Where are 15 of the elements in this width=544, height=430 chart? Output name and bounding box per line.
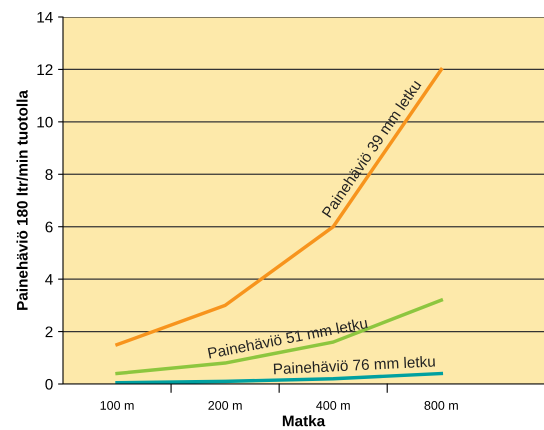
y-tick-label: 12 [37,64,53,75]
x-tick-label: 400 m [316,400,350,410]
x-tick-label: 200 m [208,400,242,410]
x-axis-title: Matka [282,415,326,426]
y-tick-label: 0 [45,378,53,390]
y-tick-label: 2 [46,326,53,338]
y-tick-label: 4 [45,274,53,285]
y-tick-label: 8 [45,169,53,180]
y-tick-label: 6 [46,222,53,232]
x-tick-label: 800 m [424,400,458,410]
y-tick-label: 10 [37,116,53,128]
line-series [115,298,444,376]
y-axis-title: Painehäviö 180 ltr/min tuotolla [16,90,28,310]
x-tick-label: 100 m [100,400,134,410]
y-tick-label: 14 [37,12,53,23]
